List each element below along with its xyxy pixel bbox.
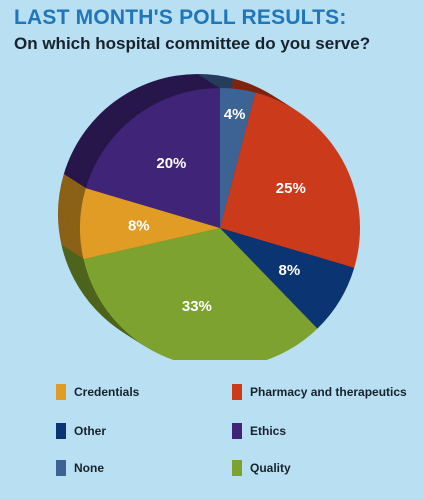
pie-label-ethics: 20% bbox=[156, 155, 186, 172]
pie-label-none: 4% bbox=[224, 106, 246, 123]
legend-swatch-none bbox=[56, 460, 66, 476]
chart-subtitle: On which hospital committee do you serve… bbox=[14, 34, 371, 53]
legend-swatch-quality bbox=[232, 460, 242, 476]
legend-item-ethics: Ethics bbox=[232, 423, 286, 439]
pie-slice-quality bbox=[83, 228, 318, 360]
pie-label-pharmacy-and-therapeutics: 25% bbox=[276, 180, 306, 197]
legend-item-credentials: Credentials bbox=[56, 384, 139, 400]
legend-swatch-other bbox=[56, 423, 66, 439]
pie-label-credentials: 8% bbox=[128, 217, 150, 234]
legend-swatch-credentials bbox=[56, 384, 66, 400]
legend-label-pharmacy: Pharmacy and therapeutics bbox=[250, 385, 407, 399]
pie-chart: 4% 25% 8% 33% 8% 20% bbox=[58, 74, 360, 360]
legend-item-none: None bbox=[56, 460, 104, 476]
pie-slice-none bbox=[220, 88, 256, 228]
pie-slice-credentials bbox=[80, 188, 220, 260]
legend-label-none: None bbox=[74, 461, 104, 475]
pie-label-other: 8% bbox=[279, 262, 301, 279]
legend-item-other: Other bbox=[56, 423, 106, 439]
pie-slice-other bbox=[220, 228, 355, 329]
legend-label-other: Other bbox=[74, 424, 107, 438]
chart-title: LAST MONTH'S POLL RESULTS: bbox=[14, 6, 347, 29]
pie-slice-ethics bbox=[85, 88, 220, 228]
legend-label-credentials: Credentials bbox=[74, 385, 140, 399]
pie-label-quality: 33% bbox=[182, 298, 212, 315]
legend-item-quality: Quality bbox=[232, 460, 291, 476]
legend-label-ethics: Ethics bbox=[250, 424, 287, 438]
legend-swatch-pharmacy bbox=[232, 384, 242, 400]
legend-swatch-ethics bbox=[232, 423, 242, 439]
pie-slice-pharmacy-and-therapeutics bbox=[220, 92, 360, 268]
legend-item-pharmacy: Pharmacy and therapeutics bbox=[232, 384, 407, 400]
legend-label-quality: Quality bbox=[250, 461, 291, 475]
